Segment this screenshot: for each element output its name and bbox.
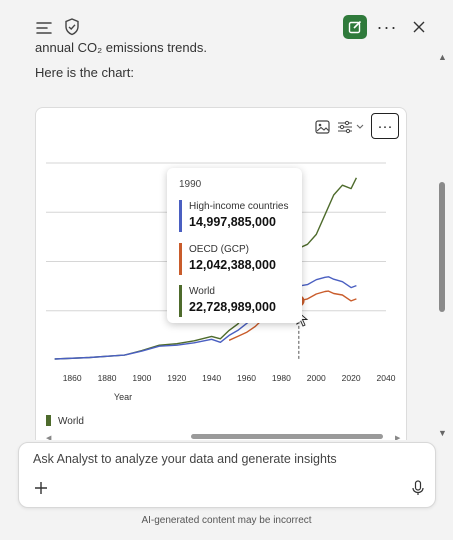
x-tick-label: 1880	[98, 373, 117, 383]
prompt-input-box[interactable]: Ask Analyst to analyze your data and gen…	[18, 442, 436, 508]
tooltip-color-bar	[179, 243, 182, 275]
microphone-icon	[412, 480, 424, 495]
x-tick-label: 1920	[167, 373, 186, 383]
microphone-button[interactable]	[411, 480, 425, 496]
x-axis-label: Year	[114, 392, 132, 402]
x-tick-label: 2040	[377, 373, 396, 383]
shield-check-icon[interactable]	[60, 15, 84, 39]
tooltip-color-bar	[179, 200, 182, 232]
tooltip-series-name: High-income countries	[189, 201, 289, 212]
message-text-clipped: annual CO₂ emissions trends.	[35, 40, 207, 55]
x-tick-label: 1960	[237, 373, 256, 383]
x-tick-label: 1940	[202, 373, 221, 383]
scroll-down-icon[interactable]: ▼	[438, 428, 447, 438]
tooltip-entry-world: World 22,728,989,000	[179, 285, 299, 317]
tooltip-series-name: World	[189, 286, 215, 297]
add-attachment-button[interactable]	[33, 480, 49, 496]
vertical-scrollbar[interactable]: ▲ ▼	[436, 52, 448, 438]
tooltip-entry-high-income: High-income countries 14,997,885,000	[179, 200, 299, 232]
tooltip-color-bar	[179, 285, 182, 317]
x-tick-label: 2020	[342, 373, 361, 383]
tooltip-entry-oecd: OECD (GCP) 12,042,388,000	[179, 243, 299, 275]
x-tick-label: 2000	[307, 373, 326, 383]
scroll-left-icon[interactable]: ◀	[46, 435, 52, 440]
tooltip-series-value: 22,728,989,000	[189, 300, 276, 314]
horizontal-scroll-thumb[interactable]	[191, 434, 383, 439]
compose-icon	[348, 20, 362, 34]
disclaimer-text: AI-generated content may be incorrect	[141, 515, 312, 526]
chart-card: ··· 1860 1880 1900 1920 1940 1960 1980 2000 2020…	[35, 107, 407, 440]
chart-tooltip: 1990 High-income countries 14,997,885,00…	[167, 168, 302, 323]
tooltip-series-name: OECD (GCP)	[189, 244, 249, 255]
legend-swatch-world	[46, 415, 51, 426]
vertical-scroll-thumb[interactable]	[439, 182, 445, 312]
legend-label-world: World	[58, 416, 84, 427]
tooltip-series-value: 12,042,388,000	[189, 258, 276, 272]
chat-content: annual CO₂ emissions trends. Here is the…	[0, 40, 436, 440]
close-button[interactable]	[408, 15, 430, 39]
tooltip-series-value: 14,997,885,000	[189, 215, 276, 229]
x-axis-ticks: 1860 1880 1900 1920 1940 1960 1980 2000 2020 2040	[63, 373, 396, 383]
top-bar: ···	[0, 0, 453, 54]
more-options-button[interactable]: ···	[376, 16, 398, 37]
plus-icon	[35, 482, 47, 494]
scroll-right-icon[interactable]: ▶	[395, 435, 401, 440]
image-icon[interactable]	[311, 116, 333, 138]
chart-svg: 1860 1880 1900 1920 1940 1960 1980 2000 2020 2040…	[46, 162, 401, 440]
tooltip-year: 1990	[179, 179, 202, 190]
message-text: Here is the chart:	[35, 65, 134, 80]
horizontal-scrollbar[interactable]: ◀ ▶	[46, 434, 401, 440]
prompt-placeholder[interactable]: Ask Analyst to analyze your data and gen…	[33, 452, 337, 466]
menu-icon[interactable]	[34, 17, 56, 39]
x-tick-label: 1980	[272, 373, 291, 383]
close-icon	[413, 21, 425, 33]
x-tick-label: 1900	[132, 373, 151, 383]
scroll-up-icon[interactable]: ▲	[438, 52, 447, 62]
filter-icon[interactable]	[336, 116, 366, 138]
x-tick-label: 1860	[63, 373, 82, 383]
compose-button[interactable]	[343, 15, 367, 39]
chart-more-button[interactable]: ···	[371, 113, 399, 139]
